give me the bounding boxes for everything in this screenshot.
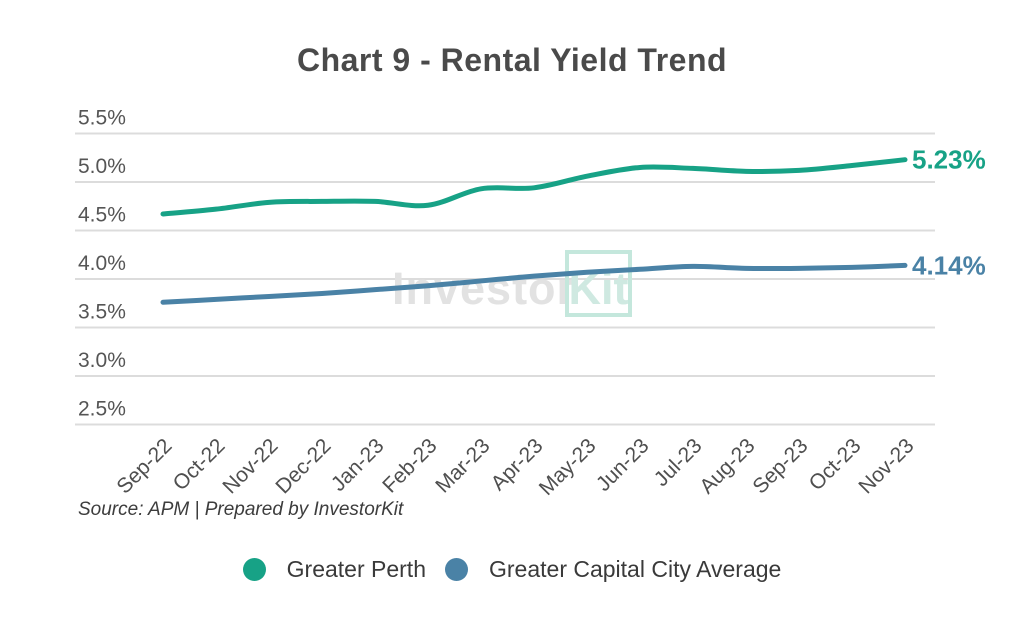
chart-legend: Greater Perth Greater Capital City Avera… xyxy=(0,556,1024,583)
source-note: Source: APM | Prepared by InvestorKit xyxy=(78,499,404,520)
legend-swatch-greater-perth-icon xyxy=(242,558,266,581)
legend-label-greater-capital-city-average: Greater Capital City Average xyxy=(489,556,782,582)
legend-label-greater-perth: Greater Perth xyxy=(286,556,426,582)
x-axis-tick-label: Sep-23 xyxy=(748,434,812,498)
y-axis-tick-label: 4.5% xyxy=(78,204,126,227)
y-axis-tick-label: 2.5% xyxy=(78,398,126,421)
series-end-label-greater-perth: 5.23% xyxy=(912,145,986,175)
series-end-label-greater-capital-city-average: 4.14% xyxy=(912,250,986,280)
legend-item-greater-capital-city-average: Greater Capital City Average xyxy=(445,556,781,583)
chart-title: Chart 9 - Rental Yield Trend xyxy=(296,42,728,78)
legend-swatch-greater-capital-city-average-icon xyxy=(445,558,468,581)
legend-item-greater-perth: Greater Perth xyxy=(242,556,426,583)
y-axis-tick-label: 5.5% xyxy=(78,107,126,130)
x-axis-tick-label: Mar-23 xyxy=(431,434,494,497)
x-axis-tick-label: May-23 xyxy=(535,434,601,500)
y-axis-tick-label: 4.0% xyxy=(78,252,126,275)
x-axis-tick-label: Jan-23 xyxy=(327,434,389,496)
x-axis-tick-label: Dec-22 xyxy=(271,434,335,498)
y-axis-tick-label: 5.0% xyxy=(78,155,126,178)
x-axis-tick-label: Aug-23 xyxy=(695,434,759,498)
y-axis-tick-label: 3.0% xyxy=(78,349,126,372)
y-axis-tick-label: 3.5% xyxy=(78,301,126,324)
x-axis-tick-label: Nov-23 xyxy=(854,434,918,498)
x-axis-tick-label: Oct-23 xyxy=(805,434,866,495)
x-axis-tick-label: Oct-22 xyxy=(169,434,230,495)
x-axis-tick-label: Jun-23 xyxy=(592,434,654,496)
watermark-kit-box xyxy=(565,250,632,317)
series-line-greater-capital-city-average xyxy=(160,262,908,305)
x-axis-tick-label: Feb-23 xyxy=(378,434,441,497)
series-line-greater-perth xyxy=(160,157,908,217)
x-axis-tick-label: Sep-22 xyxy=(112,434,176,498)
x-axis-tick-label: Nov-22 xyxy=(218,434,282,498)
